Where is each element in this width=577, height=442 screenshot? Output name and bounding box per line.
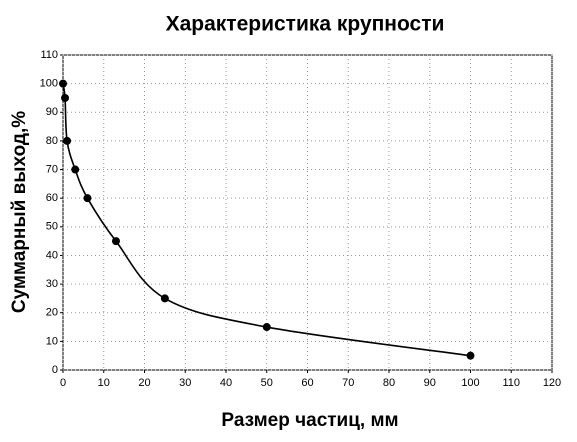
x-axis-label: Размер частиц, мм [221,410,398,431]
x-tick-label: 70 [342,377,354,389]
y-tick-label: 50 [46,221,58,233]
x-tick-label: 90 [424,377,436,389]
x-tick-label: 20 [138,377,150,389]
data-point [63,136,72,145]
y-tick-label: 20 [46,307,58,319]
x-tick-label: 30 [179,377,191,389]
data-point [71,165,80,174]
data-point [160,294,169,303]
y-tick-label: 0 [52,364,58,376]
data-point [111,237,120,246]
y-tick-label: 10 [46,335,58,347]
y-tick-label: 30 [46,278,58,290]
x-tick-label: 40 [220,377,232,389]
x-tick-label: 50 [261,377,273,389]
x-tick-label: 0 [60,377,66,389]
x-tick-label: 110 [502,377,520,389]
y-tick-label: 80 [46,135,58,147]
x-tick-label: 120 [543,377,561,389]
y-tick-label: 70 [46,163,58,175]
chart-title: Характеристика крупности [166,13,445,36]
y-tick-label: 100 [40,78,58,90]
y-tick-label: 40 [46,249,58,261]
data-point [59,79,67,88]
y-axis-label: Суммарный выход,% [9,111,30,313]
y-tick-label: 60 [46,192,58,204]
data-point [262,323,271,332]
plot-frame [62,54,553,371]
y-tick-label: 110 [40,49,58,61]
x-tick-label: 100 [461,377,479,389]
x-tick-label: 10 [98,377,110,389]
data-point [83,194,92,203]
x-tick-label: 80 [383,377,395,389]
x-tick-label: 60 [301,377,313,389]
data-point [61,93,70,102]
data-point [466,351,475,360]
data-line [62,83,471,357]
y-tick-label: 90 [46,106,58,118]
